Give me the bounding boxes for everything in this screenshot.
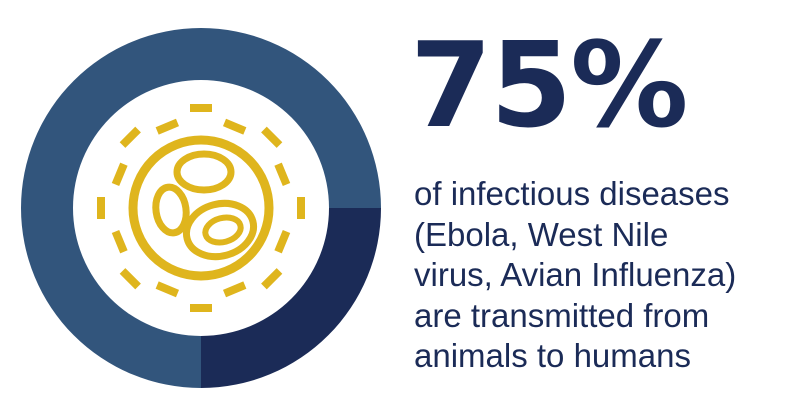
- virus-spike: [222, 118, 247, 135]
- virus-spike: [119, 126, 141, 148]
- virus-cell-top: [173, 150, 235, 194]
- caption-line-4: are transmitted from: [414, 296, 710, 334]
- virus-spike: [111, 229, 128, 254]
- caption-line-3: virus, Avian Influenza): [414, 256, 737, 293]
- caption-line-2: (Ebola, West Nile: [414, 215, 669, 253]
- virus-cell-nucleus: [202, 214, 244, 246]
- virus-spike: [274, 162, 291, 187]
- virus-spike: [119, 268, 141, 290]
- caption-text: of infectious diseases (Ebola, West Nile…: [414, 174, 794, 377]
- donut-slice-2: [201, 208, 381, 388]
- virus-spike: [274, 229, 291, 254]
- caption-line-5: animals to humans: [414, 337, 691, 374]
- caption-line-1: of infectious diseases: [414, 175, 730, 212]
- virus-spike: [261, 126, 283, 148]
- virus-spike: [155, 118, 180, 135]
- virus-body: [128, 135, 274, 281]
- donut-chart: [0, 0, 400, 414]
- virus-cell-left: [152, 183, 190, 237]
- virus-spike: [190, 104, 212, 112]
- virus-spike: [261, 268, 283, 290]
- headline-percentage: 75%: [410, 16, 688, 154]
- virus-spike: [155, 281, 180, 298]
- virus-spike: [297, 197, 305, 219]
- virus-spike: [222, 281, 247, 298]
- virus-spike: [111, 162, 128, 187]
- donut-chart-svg: [21, 28, 381, 388]
- virus-icon: [97, 104, 305, 312]
- virus-spike: [97, 197, 105, 219]
- virus-cell-big: [182, 199, 258, 261]
- virus-spike: [190, 304, 212, 312]
